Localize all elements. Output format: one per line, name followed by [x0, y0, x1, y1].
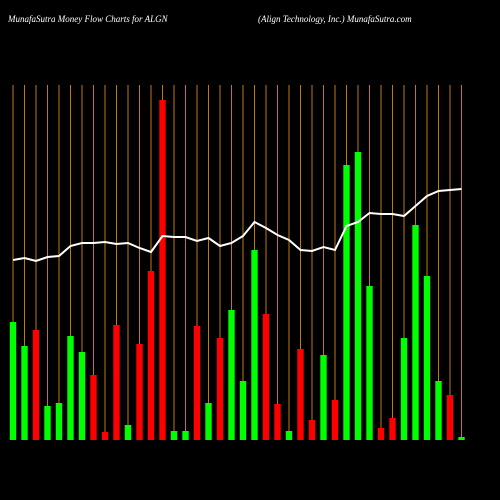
bar: [435, 381, 442, 440]
bar: [297, 349, 304, 440]
bar: [412, 225, 419, 440]
bar: [170, 431, 178, 440]
bar: [113, 325, 120, 440]
bar: [366, 286, 373, 440]
price-line: [12, 188, 462, 263]
bar: [274, 404, 281, 440]
bar: [78, 352, 86, 440]
bar: [389, 418, 396, 440]
bar: [308, 420, 316, 440]
bar: [67, 336, 74, 440]
chart-title: MunafaSutra Money Flow Charts for ALGN: [7, 14, 169, 24]
bar: [9, 322, 17, 440]
bar: [44, 406, 51, 440]
bar: [331, 400, 339, 440]
bar: [320, 355, 327, 440]
bar: [251, 250, 258, 440]
bar: [423, 276, 431, 440]
bar: [21, 346, 28, 440]
bar: [32, 330, 40, 440]
bar: [354, 152, 362, 440]
bar: [446, 395, 454, 440]
bar: [193, 326, 201, 440]
bar: [90, 375, 97, 440]
bar: [124, 425, 132, 440]
bar: [239, 381, 247, 440]
bar: [101, 432, 109, 440]
bar: [343, 165, 350, 440]
bar: [285, 431, 293, 440]
bar: [216, 338, 224, 440]
bar: [400, 338, 408, 440]
bar: [55, 403, 63, 440]
bar: [159, 100, 166, 440]
bar: [147, 271, 155, 440]
bar: [458, 437, 465, 440]
chart-subtitle: (Align Technology, Inc.) MunafaSutra.com: [258, 14, 412, 24]
bar: [228, 310, 235, 440]
bar: [262, 314, 270, 440]
bar: [205, 403, 212, 440]
bar: [136, 344, 143, 440]
bar: [377, 428, 385, 440]
bar: [182, 431, 189, 440]
